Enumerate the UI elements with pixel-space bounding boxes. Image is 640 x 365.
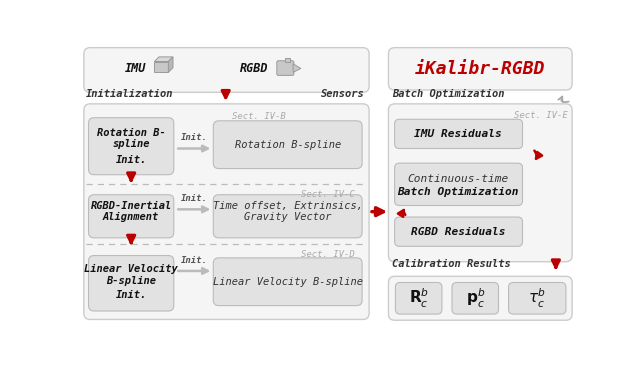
Text: Rotation B-spline: Rotation B-spline [235,140,341,150]
Text: Batch Optimization: Batch Optimization [397,187,519,197]
FancyBboxPatch shape [84,48,369,92]
Text: RGBD: RGBD [240,62,269,75]
Text: Batch Optimization: Batch Optimization [392,89,505,99]
Text: $\mathbf{p}_c^b$: $\mathbf{p}_c^b$ [465,287,485,310]
Text: Sect. IV-E: Sect. IV-E [515,111,568,120]
Text: Time offset, Extrinsics,
Gravity Vector: Time offset, Extrinsics, Gravity Vector [212,201,363,222]
Text: Linear Velocity
B-spline: Linear Velocity B-spline [84,264,178,286]
Text: Init.: Init. [116,290,147,300]
Polygon shape [154,62,168,72]
Text: iKalibr-RGBD: iKalibr-RGBD [415,60,545,78]
Text: Sect. IV-D: Sect. IV-D [301,250,355,259]
Text: Rotation B-
spline: Rotation B- spline [97,128,166,149]
Text: IMU: IMU [125,62,147,75]
Text: RGBD-Inertial
Alignment: RGBD-Inertial Alignment [90,201,172,223]
FancyBboxPatch shape [213,121,362,169]
FancyBboxPatch shape [84,104,369,319]
Polygon shape [154,57,173,62]
Polygon shape [285,58,290,62]
Text: Linear Velocity B-spline: Linear Velocity B-spline [212,277,363,287]
FancyBboxPatch shape [88,195,174,238]
Text: Init.: Init. [181,256,208,265]
Polygon shape [293,64,301,72]
Text: Init.: Init. [116,155,147,165]
Text: RGBD Residuals: RGBD Residuals [411,227,506,237]
FancyBboxPatch shape [88,118,174,175]
FancyBboxPatch shape [388,104,572,262]
Text: $\tau_c^b$: $\tau_c^b$ [528,287,547,310]
FancyBboxPatch shape [396,283,442,314]
Text: Calibration Results: Calibration Results [392,259,511,269]
FancyBboxPatch shape [88,255,174,311]
Text: IMU Residuals: IMU Residuals [414,129,502,139]
Text: Sensors: Sensors [321,89,365,99]
FancyBboxPatch shape [395,119,522,149]
Text: Initialization: Initialization [86,89,173,99]
FancyBboxPatch shape [395,163,522,205]
FancyBboxPatch shape [452,283,499,314]
FancyBboxPatch shape [277,61,294,75]
FancyBboxPatch shape [213,195,362,238]
FancyBboxPatch shape [213,258,362,306]
Text: Sect. IV-C: Sect. IV-C [301,190,355,199]
Text: $\mathbf{R}_c^b$: $\mathbf{R}_c^b$ [408,287,429,310]
FancyBboxPatch shape [388,276,572,320]
FancyBboxPatch shape [509,283,566,314]
Text: Sect. IV-B: Sect. IV-B [232,112,285,120]
Polygon shape [168,57,173,72]
FancyBboxPatch shape [395,217,522,246]
Text: Init.: Init. [181,133,208,142]
Text: Continuous-time: Continuous-time [408,173,509,184]
FancyBboxPatch shape [388,48,572,90]
Text: Init.: Init. [181,194,208,203]
